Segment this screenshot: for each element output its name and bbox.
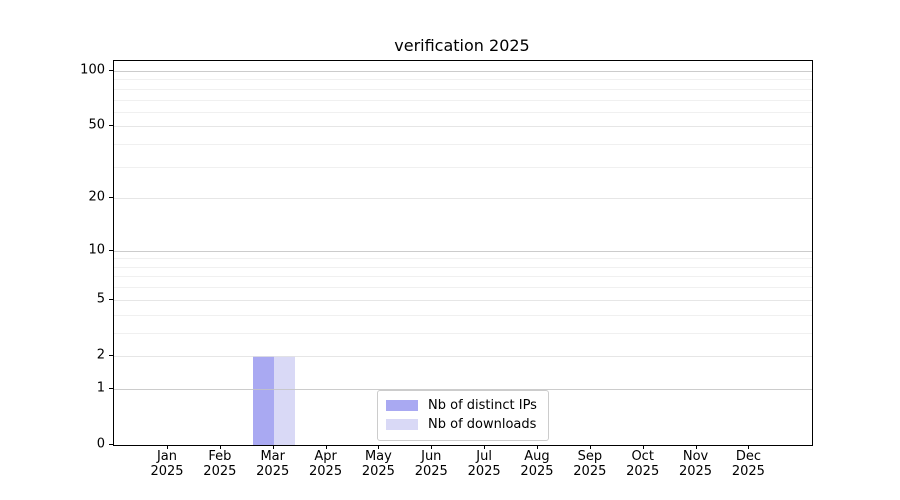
x-tick-label: Apr 2025 — [296, 449, 356, 479]
gridline — [114, 315, 812, 316]
x-tick-mark — [378, 445, 379, 449]
plot-area — [113, 60, 813, 446]
gridline — [114, 251, 812, 252]
y-tick-mark — [109, 444, 113, 445]
gridline — [114, 258, 812, 259]
x-tick-label-line: Feb — [208, 449, 232, 464]
x-tick-label-line: Oct — [631, 449, 654, 464]
x-tick-mark — [748, 445, 749, 449]
y-tick-label: 20 — [88, 189, 105, 205]
x-tick-label: Jan 2025 — [137, 449, 197, 479]
x-tick-label-line: 2025 — [203, 464, 237, 479]
x-tick-label: Nov 2025 — [666, 449, 726, 479]
legend: Nb of distinct IPs Nb of downloads — [377, 390, 549, 441]
legend-item-downloads: Nb of downloads — [386, 415, 540, 434]
x-tick-mark — [273, 445, 274, 449]
y-tick-mark — [109, 388, 113, 389]
x-tick-label-line: Sep — [577, 449, 603, 464]
bar-downloads — [273, 355, 295, 445]
x-tick-label-line: 2025 — [678, 464, 713, 479]
x-tick-label: Mar 2025 — [243, 449, 303, 479]
x-tick-label-line: Apr — [314, 449, 337, 464]
legend-label-distinct-ips: Nb of distinct IPs — [428, 398, 537, 413]
x-tick-mark — [484, 445, 485, 449]
y-tick-label: 5 — [96, 291, 105, 307]
y-tick-label: 2 — [96, 347, 105, 363]
x-tick-label: May 2025 — [348, 449, 408, 479]
gridline — [114, 167, 812, 168]
x-tick-label-line: Jan — [156, 449, 178, 464]
x-tick-mark — [590, 445, 591, 449]
x-tick-mark — [167, 445, 168, 449]
x-tick-label-line: Nov — [682, 449, 709, 464]
y-tick-mark — [109, 299, 113, 300]
legend-label-downloads: Nb of downloads — [428, 417, 537, 432]
chart-title: verification 2025 — [394, 36, 530, 55]
x-tick-label-line: 2025 — [626, 464, 660, 479]
y-tick-label: 1 — [96, 380, 105, 396]
gridline — [114, 356, 812, 357]
x-tick-label: Sep 2025 — [560, 449, 620, 479]
y-tick-mark — [109, 125, 113, 126]
x-tick-mark — [220, 445, 221, 449]
x-tick-label-line: Dec — [735, 449, 761, 464]
x-tick-label-line: Mar — [260, 449, 285, 464]
x-tick-label-line: Jun — [421, 449, 442, 464]
x-tick-mark — [537, 445, 538, 449]
gridline — [114, 100, 812, 101]
x-tick-label: Aug 2025 — [507, 449, 567, 479]
x-tick-label: Oct 2025 — [613, 449, 673, 479]
x-tick-label: Feb 2025 — [190, 449, 250, 479]
y-tick-mark — [109, 197, 113, 198]
y-tick-label: 10 — [88, 242, 105, 258]
gridline — [114, 389, 812, 390]
x-tick-label-line: 2025 — [256, 464, 290, 479]
gridline — [114, 267, 812, 268]
legend-swatch-downloads — [386, 419, 418, 430]
x-tick-label-line: 2025 — [731, 464, 765, 479]
x-tick-label: Dec 2025 — [718, 449, 778, 479]
gridline — [114, 300, 812, 301]
y-tick-mark — [109, 70, 113, 71]
x-tick-label-line: 2025 — [520, 464, 554, 479]
x-tick-mark — [696, 445, 697, 449]
legend-swatch-distinct-ips — [386, 400, 418, 411]
gridline — [114, 112, 812, 113]
x-tick-label-line: 2025 — [150, 464, 184, 479]
y-tick-label: 50 — [88, 117, 105, 133]
gridline — [114, 287, 812, 288]
legend-item-distinct-ips: Nb of distinct IPs — [386, 396, 540, 415]
x-tick-label-line: 2025 — [467, 464, 501, 479]
gridline — [114, 79, 812, 80]
gridline — [114, 333, 812, 334]
gridline — [114, 144, 812, 145]
x-tick-label-line: 2025 — [573, 464, 607, 479]
gridline — [114, 198, 812, 199]
gridline — [114, 89, 812, 90]
x-tick-label-line: 2025 — [414, 464, 448, 479]
gridline — [114, 71, 812, 72]
x-tick-label-line: 2025 — [309, 464, 343, 479]
x-tick-label-line: 2025 — [361, 464, 395, 479]
y-tick-mark — [109, 250, 113, 251]
gridline — [114, 276, 812, 277]
x-tick-label-line: Aug — [524, 449, 550, 464]
x-tick-mark — [643, 445, 644, 449]
x-tick-label: Jun 2025 — [401, 449, 461, 479]
x-tick-mark — [326, 445, 327, 449]
x-tick-label-line: Jul — [476, 449, 492, 464]
y-tick-label: 100 — [80, 62, 105, 78]
y-tick-label: 0 — [96, 436, 105, 452]
gridline — [114, 126, 812, 127]
x-tick-label-line: May — [364, 449, 392, 464]
y-tick-mark — [109, 355, 113, 356]
x-tick-mark — [431, 445, 432, 449]
bar-distinct-ips — [252, 355, 274, 445]
x-tick-label: Jul 2025 — [454, 449, 514, 479]
